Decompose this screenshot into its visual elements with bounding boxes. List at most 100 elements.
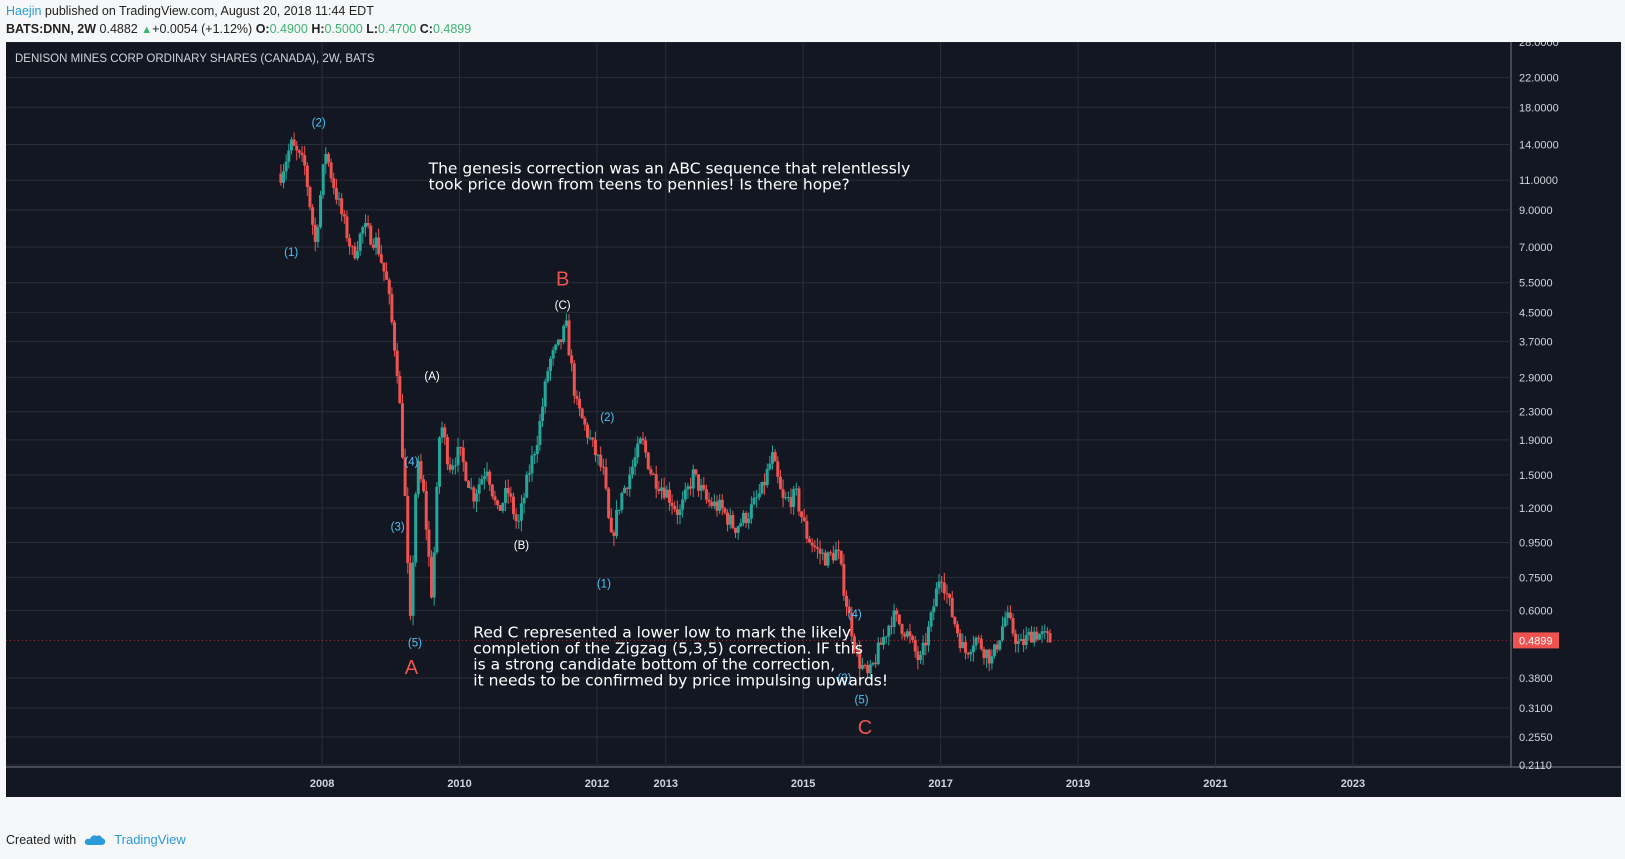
candle-body xyxy=(435,486,439,553)
candle-body xyxy=(530,455,534,474)
candle-body xyxy=(393,322,397,351)
candle-body xyxy=(734,528,738,533)
candle-body xyxy=(342,214,346,217)
candle-body xyxy=(533,454,537,456)
up-arrow-icon: ▲ xyxy=(141,24,153,36)
candle-body xyxy=(821,552,825,554)
y-tick-label: 9.0000 xyxy=(1519,205,1553,217)
candle-body xyxy=(514,514,518,522)
candle-body xyxy=(942,582,946,594)
candle-body xyxy=(490,484,494,497)
candle-body xyxy=(998,640,1002,650)
candle-body xyxy=(332,178,336,189)
y-tick-label: 4.5000 xyxy=(1519,307,1553,319)
candle-body xyxy=(842,564,846,596)
candle-body xyxy=(548,358,552,372)
chart-title: DENISON MINES CORP ORDINARY SHARES (CANA… xyxy=(15,53,375,65)
open-value: 0.4900 xyxy=(269,22,308,36)
candle-body xyxy=(1048,632,1052,643)
candle-body xyxy=(641,438,645,441)
candle-body xyxy=(966,652,970,655)
candle-body xyxy=(506,488,510,494)
candle-body xyxy=(953,616,957,625)
symbol-label: BATS:DNN, 2W xyxy=(6,22,97,36)
candle-body xyxy=(451,465,455,470)
candle-body xyxy=(763,481,767,486)
candle-body xyxy=(453,465,457,467)
candle-body xyxy=(707,499,711,503)
candle-body xyxy=(493,496,497,501)
annotation-note-line: The genesis correction was an ABC sequen… xyxy=(428,160,911,178)
wave-count-label: (1) xyxy=(597,579,611,591)
candle-body xyxy=(387,279,391,295)
candle-body xyxy=(771,452,775,464)
candle-body xyxy=(1032,631,1036,643)
candle-body xyxy=(887,625,891,637)
candle-body xyxy=(932,606,936,613)
candle-body xyxy=(882,637,886,645)
candle-body xyxy=(356,251,360,259)
candle-body xyxy=(612,532,616,536)
high-label: H: xyxy=(311,22,325,36)
candle-body xyxy=(958,633,962,648)
candle-body xyxy=(744,512,748,524)
price-chart[interactable]: 28.0000 22.0000 18.0000 14.0000 11.0000 9.000… xyxy=(6,42,1621,797)
candle-body xyxy=(1000,626,1004,641)
candle-body xyxy=(625,487,629,490)
candle-body xyxy=(765,469,769,486)
candle-body xyxy=(377,237,381,255)
wave-count-label: (5) xyxy=(408,638,422,650)
candle-body xyxy=(963,641,967,653)
candle-body xyxy=(424,491,428,530)
candle-body xyxy=(511,496,515,515)
candle-body xyxy=(403,457,407,496)
candle-body xyxy=(736,526,740,533)
candle-body xyxy=(628,474,632,490)
ohlc-bar: BATS:DNN, 2W 0.4882 ▲+0.0054 (+1.12%) O:… xyxy=(6,22,471,36)
candle-body xyxy=(480,479,484,485)
candle-body xyxy=(1016,641,1020,644)
candle-body xyxy=(430,556,434,598)
candle-body xyxy=(316,227,320,242)
candle-body xyxy=(350,246,354,248)
candle-body xyxy=(543,381,547,407)
candle-body xyxy=(472,487,476,502)
candle-body xyxy=(876,642,880,665)
candle-body xyxy=(422,479,426,492)
candle-body xyxy=(303,155,307,166)
candle-body xyxy=(572,363,576,396)
candle-body xyxy=(580,408,584,419)
candle-body xyxy=(649,469,653,474)
candle-body xyxy=(583,418,587,425)
candle-body xyxy=(797,488,801,512)
candle-body xyxy=(667,489,671,503)
candle-body xyxy=(863,665,867,667)
y-tick-label: 0.3100 xyxy=(1519,703,1553,715)
x-tick-label: 2021 xyxy=(1203,778,1227,790)
candle-body xyxy=(578,398,582,409)
candle-body xyxy=(617,509,621,511)
candle-body xyxy=(1030,631,1034,643)
wave-count-label: (4) xyxy=(404,456,418,468)
candle-body xyxy=(644,440,648,453)
candle-body xyxy=(794,488,798,490)
candle-body xyxy=(704,489,708,500)
candle-body xyxy=(363,223,367,228)
candle-body xyxy=(313,224,317,242)
y-tick-label: 2.3000 xyxy=(1519,407,1553,419)
wave-count-label: (5) xyxy=(855,694,869,706)
x-tick-label: 2023 xyxy=(1341,778,1365,790)
candle-body xyxy=(326,153,330,163)
author-link[interactable]: Haejin xyxy=(6,4,42,18)
candle-body xyxy=(570,355,574,364)
candle-body xyxy=(292,139,296,146)
candle-body xyxy=(845,595,849,607)
candle-body xyxy=(823,552,827,566)
candle-body xyxy=(686,486,690,490)
candle-body xyxy=(287,150,291,162)
tradingview-link[interactable]: TradingView xyxy=(114,832,186,847)
candle-body xyxy=(829,552,833,554)
candle-body xyxy=(810,542,814,546)
candle-body xyxy=(437,437,441,487)
candle-body xyxy=(461,447,465,463)
